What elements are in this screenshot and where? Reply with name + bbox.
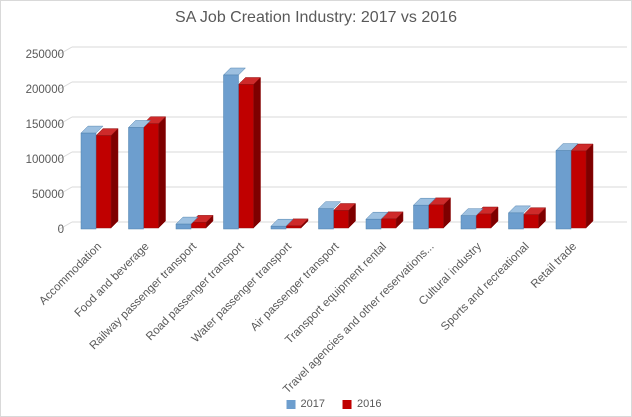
- bar-front-face: [318, 208, 334, 230]
- x-axis-label-water-passenger-transport: Water passenger transport: [190, 240, 295, 345]
- bar-front-face: [428, 204, 444, 229]
- bar-front-face: [380, 218, 397, 229]
- y-axis-tick-label: 150000: [26, 119, 64, 131]
- y-gridline-diagonal: [57, 116, 73, 126]
- bar-side-face: [585, 143, 594, 229]
- bar-front-face: [143, 123, 159, 229]
- bar-side-face: [110, 127, 119, 229]
- y-gridline-diagonal: [57, 186, 73, 196]
- legend-label-2017: 2017: [300, 398, 325, 410]
- legend-label-2016: 2016: [357, 398, 382, 410]
- bar-2016-cultural-industry: [475, 206, 499, 229]
- chart-title: SA Job Creation Industry: 2017 vs 2016: [175, 9, 457, 26]
- bar-front-face: [555, 150, 572, 230]
- bar-front-face: [413, 204, 429, 230]
- x-axis-label-transport-equipment-rental: Transport equipment rental: [283, 241, 389, 347]
- x-axis-label-retail-trade: Retail trade: [529, 241, 579, 291]
- bar-front-face: [508, 212, 524, 230]
- bar-side-face: [253, 76, 261, 229]
- bar-2017-retail-trade: [555, 143, 579, 230]
- legend-item-2017: 2017: [286, 398, 325, 410]
- bar-2017-road-passenger-transport: [222, 67, 247, 230]
- bar-2017-cultural-industry: [460, 208, 484, 230]
- legend-item-2016: 2016: [343, 398, 381, 410]
- bar-2016-sports-and-recreational: [522, 207, 547, 229]
- bar-front-face: [238, 84, 254, 229]
- y-gridline-diagonal: [57, 221, 73, 231]
- legend-swatch-2017: [286, 399, 296, 409]
- bar-front-face: [175, 223, 192, 230]
- y-axis-tick-label: 50000: [32, 189, 64, 201]
- bar-front-face: [128, 127, 144, 230]
- x-axis-label-road-passenger-transport: Road passenger transport: [144, 240, 247, 343]
- y-gridline-diagonal: [57, 81, 73, 91]
- bar-2017-travel-agencies-and-other-reservations: [412, 197, 437, 230]
- bar-2016-accommodation: [95, 127, 119, 229]
- bar-front-face: [365, 218, 382, 230]
- bar-front-face: [270, 225, 287, 230]
- bar-2017-water-passenger-transport: [270, 218, 294, 230]
- bar-front-face: [223, 74, 239, 230]
- bar-2016-road-passenger-transport: [237, 76, 262, 229]
- bar-front-face: [333, 210, 349, 229]
- y-gridline-diagonal: [57, 151, 73, 161]
- x-axis-label-sports-and-recreational: Sports and recreational: [439, 241, 532, 334]
- bar-front-face: [570, 150, 587, 229]
- x-axis-label-air-passenger-transport: Air passenger transport: [249, 240, 343, 334]
- bar-side-face: [158, 116, 166, 229]
- bar-front-face: [190, 222, 207, 229]
- bar-front-face: [523, 214, 539, 229]
- bar-2017-air-passenger-transport: [317, 201, 342, 230]
- y-axis-tick-label: 200000: [26, 84, 64, 96]
- bar-2016-food-and-beverage: [142, 116, 167, 229]
- legend: 2017 2016: [286, 398, 381, 410]
- bar-2017-railway-passenger-transport: [175, 216, 199, 230]
- bar-front-face: [460, 215, 477, 230]
- bar-2016-travel-agencies-and-other-reservations: [427, 197, 452, 229]
- bar-front-face: [80, 132, 97, 230]
- bar-2017-accommodation: [80, 125, 104, 230]
- bar-2017-transport-equipment-rental: [365, 211, 389, 230]
- bar-2016-retail-trade: [570, 143, 594, 229]
- legend-swatch-2016: [343, 399, 352, 409]
- bar-top-face: [222, 67, 247, 76]
- bar-2017-sports-and-recreational: [507, 205, 532, 230]
- bar-2017-food-and-beverage: [127, 120, 152, 230]
- y-axis-tick-label: 0: [58, 224, 64, 236]
- y-axis-tick-label: 250000: [26, 49, 64, 61]
- bar-front-face: [475, 213, 492, 229]
- bar-front-face: [95, 135, 112, 229]
- bar-2016-air-passenger-transport: [332, 202, 357, 229]
- y-gridline-diagonal: [57, 46, 73, 56]
- y-axis-tick-label: 100000: [26, 154, 64, 166]
- bar-front-face: [285, 225, 302, 229]
